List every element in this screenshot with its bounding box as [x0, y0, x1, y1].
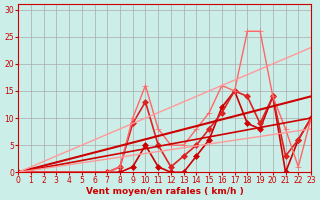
X-axis label: Vent moyen/en rafales ( km/h ): Vent moyen/en rafales ( km/h )	[86, 187, 244, 196]
